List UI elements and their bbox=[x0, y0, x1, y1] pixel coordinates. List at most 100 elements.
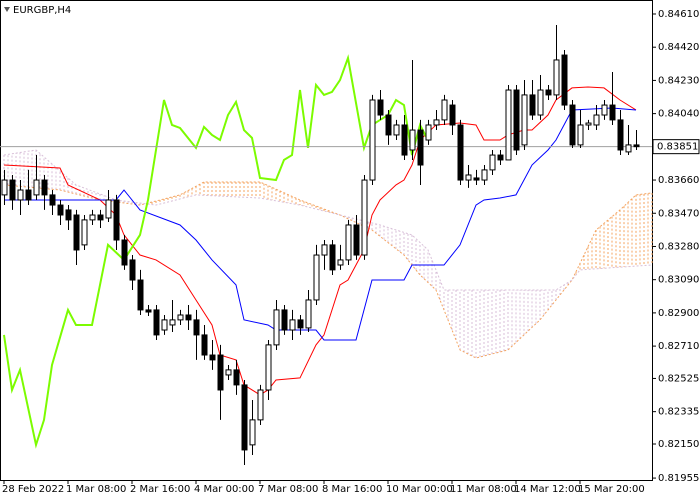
candle-body bbox=[449, 104, 456, 126]
candle-body bbox=[305, 299, 312, 329]
candle-body bbox=[609, 104, 616, 121]
candle-body bbox=[497, 154, 504, 161]
candle-body bbox=[361, 179, 368, 256]
y-tick-label: 0.84610 bbox=[658, 9, 699, 20]
candle-body bbox=[297, 319, 304, 329]
candle-body bbox=[545, 89, 552, 96]
candle-body bbox=[377, 99, 384, 116]
candle-body bbox=[385, 114, 392, 136]
candle-body bbox=[49, 194, 56, 206]
current-price-box bbox=[652, 139, 700, 155]
y-tick-label: 0.82525 bbox=[658, 373, 699, 384]
candle-body bbox=[17, 189, 24, 201]
x-tick-label: 10 Mar 00:00 bbox=[386, 484, 453, 495]
candle-body bbox=[417, 129, 424, 166]
y-tick-label: 0.84230 bbox=[658, 75, 699, 86]
candle-body bbox=[169, 319, 176, 326]
candle-body bbox=[185, 314, 192, 321]
candle-body bbox=[529, 94, 536, 116]
candle-body bbox=[353, 224, 360, 256]
candle-body bbox=[105, 199, 112, 219]
candle-body bbox=[409, 129, 416, 151]
candle-body bbox=[601, 104, 608, 116]
candle-body bbox=[281, 309, 288, 331]
x-tick-label: 4 Mar 00:00 bbox=[194, 484, 254, 495]
candle-body bbox=[561, 54, 568, 106]
y-tick-label: 0.83090 bbox=[658, 275, 699, 286]
x-tick-label: 15 Mar 20:00 bbox=[578, 484, 645, 495]
candle-body bbox=[89, 214, 96, 221]
candle-body bbox=[537, 89, 544, 116]
y-tick-label: 0.83470 bbox=[658, 208, 699, 219]
candle-body bbox=[137, 279, 144, 311]
candle-body bbox=[33, 179, 40, 196]
candle-body bbox=[585, 122, 592, 126]
candle-body bbox=[441, 99, 448, 121]
y-tick-label: 0.84040 bbox=[658, 109, 699, 120]
candle-body bbox=[225, 369, 232, 376]
chart-title: EURGBP,H4 bbox=[13, 5, 71, 16]
candle-body bbox=[521, 94, 528, 146]
candle-body bbox=[401, 124, 408, 156]
candle-body bbox=[41, 179, 48, 196]
candle-body bbox=[257, 389, 264, 421]
y-tick-label: 0.82150 bbox=[658, 439, 699, 450]
candle-body bbox=[97, 214, 104, 221]
candle-body bbox=[81, 219, 88, 246]
candle-body bbox=[273, 309, 280, 346]
candle-body bbox=[617, 119, 624, 151]
candle-body bbox=[145, 309, 152, 313]
candle-body bbox=[321, 244, 328, 256]
candle-body bbox=[57, 204, 64, 216]
candle-body bbox=[593, 114, 600, 126]
candle-body bbox=[233, 369, 240, 386]
candle-body bbox=[457, 124, 464, 181]
candle-body bbox=[489, 154, 496, 171]
candle-body bbox=[505, 89, 512, 161]
candle-body bbox=[513, 89, 520, 151]
y-tick-label: 0.83280 bbox=[658, 241, 699, 252]
candle-body bbox=[249, 419, 256, 446]
y-tick-label: 0.83660 bbox=[658, 175, 699, 186]
x-tick-label: 2 Mar 16:00 bbox=[130, 484, 190, 495]
candle-body bbox=[65, 209, 72, 221]
candle-body bbox=[577, 124, 584, 146]
candle-body bbox=[265, 344, 272, 391]
indicator-line bbox=[3, 54, 429, 449]
candle-body bbox=[625, 144, 632, 153]
candle-body bbox=[553, 59, 560, 96]
candle-body bbox=[9, 179, 16, 201]
candle-body bbox=[193, 319, 200, 336]
x-tick-label: 14 Mar 12:00 bbox=[514, 484, 581, 495]
y-tick-label: 0.84420 bbox=[658, 42, 699, 53]
candle-body bbox=[209, 354, 216, 361]
candle-body bbox=[481, 169, 488, 181]
indicator-line bbox=[4, 107, 637, 341]
x-tick-label: 1 Mar 08:00 bbox=[66, 484, 126, 495]
indicator-line bbox=[3, 86, 637, 396]
candle-body bbox=[465, 174, 472, 181]
candle-body bbox=[177, 314, 184, 321]
candle-body bbox=[369, 99, 376, 181]
candle-body bbox=[425, 124, 432, 141]
candle-body bbox=[345, 224, 352, 261]
candle-body bbox=[153, 309, 160, 336]
indicator-layer bbox=[0, 54, 652, 449]
candle-body bbox=[201, 334, 208, 356]
y-tick-label: 0.82710 bbox=[658, 341, 699, 352]
plot-area bbox=[0, 0, 653, 481]
candle-body bbox=[473, 177, 480, 181]
cloud-span-b bbox=[3, 149, 653, 291]
candle-body bbox=[337, 259, 344, 266]
candle-body bbox=[633, 144, 640, 148]
candle-body bbox=[289, 319, 296, 331]
candle-body bbox=[1, 179, 8, 196]
candle-body bbox=[569, 104, 576, 146]
x-tick-label: 7 Mar 08:00 bbox=[258, 484, 318, 495]
y-tick-label: 0.81955 bbox=[658, 473, 699, 484]
candle-body bbox=[433, 119, 440, 126]
symbol-icon bbox=[4, 7, 10, 12]
y-tick-label: 0.82335 bbox=[658, 407, 699, 418]
